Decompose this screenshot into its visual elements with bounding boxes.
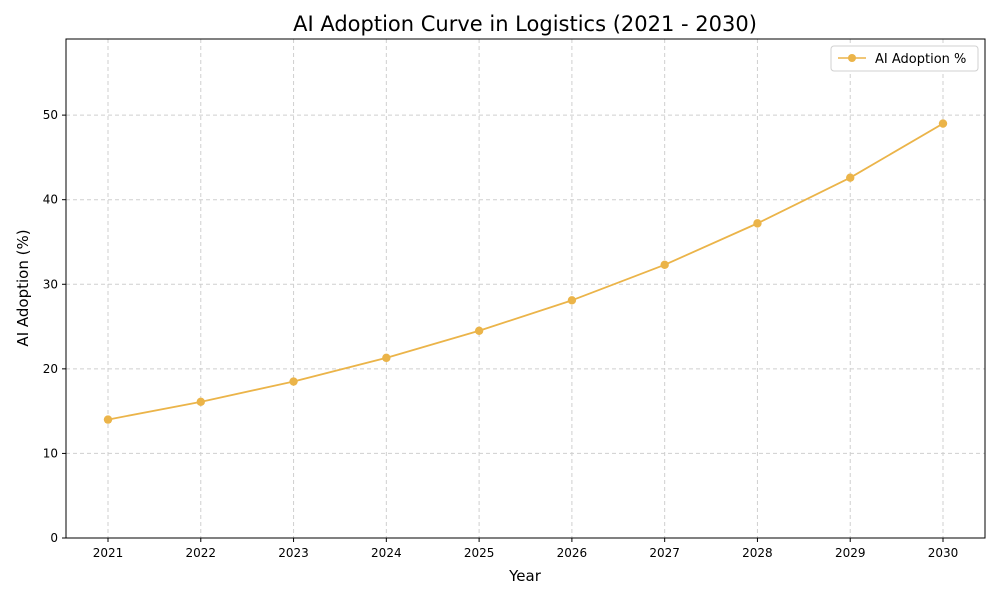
plot-area-frame (65, 38, 986, 539)
legend-marker-swatch (848, 54, 856, 62)
y-tick-label: 30 (43, 277, 58, 291)
x-tick-label: 2023 (278, 546, 309, 560)
y-tick-label: 10 (43, 446, 58, 460)
data-point (846, 173, 855, 182)
y-axis-title: AI Adoption (%) (14, 229, 32, 346)
y-tick-label: 0 (50, 531, 58, 545)
x-tick-label: 2022 (186, 546, 217, 560)
legend: AI Adoption % (830, 45, 979, 72)
data-point (567, 296, 577, 305)
chart-title: AI Adoption Curve in Logistics (2021 - 2… (293, 12, 757, 36)
data-point (938, 119, 948, 128)
data-point (382, 353, 391, 363)
x-tick-label: 2026 (557, 546, 588, 560)
x-tick-label: 2029 (835, 546, 866, 560)
x-tick-label: 2030 (928, 546, 959, 560)
data-point (103, 415, 113, 424)
grid-lines (66, 39, 985, 538)
data-point (753, 219, 762, 228)
data-point (196, 397, 205, 407)
y-tick-label: 50 (43, 108, 58, 122)
x-tick-label: 2024 (371, 546, 402, 560)
data-point (289, 377, 298, 386)
data-point (660, 260, 669, 270)
y-tick-label: 20 (43, 362, 58, 376)
x-tick-label: 2028 (742, 546, 773, 560)
x-tick-label: 2025 (464, 546, 495, 560)
x-tick-label: 2027 (649, 546, 680, 560)
axis-ticks: 2021 2022 2023 2024 2025 2026 2027 2028 2029 2030… (43, 108, 959, 560)
y-tick-label: 40 (43, 193, 58, 207)
data-point (474, 326, 484, 335)
series-line (107, 122, 944, 421)
x-axis-title: Year (508, 567, 542, 585)
legend-label: AI Adoption % (875, 52, 966, 67)
x-tick-label: 2021 (93, 546, 124, 560)
series-layer (103, 119, 948, 424)
legend-box (830, 45, 979, 72)
